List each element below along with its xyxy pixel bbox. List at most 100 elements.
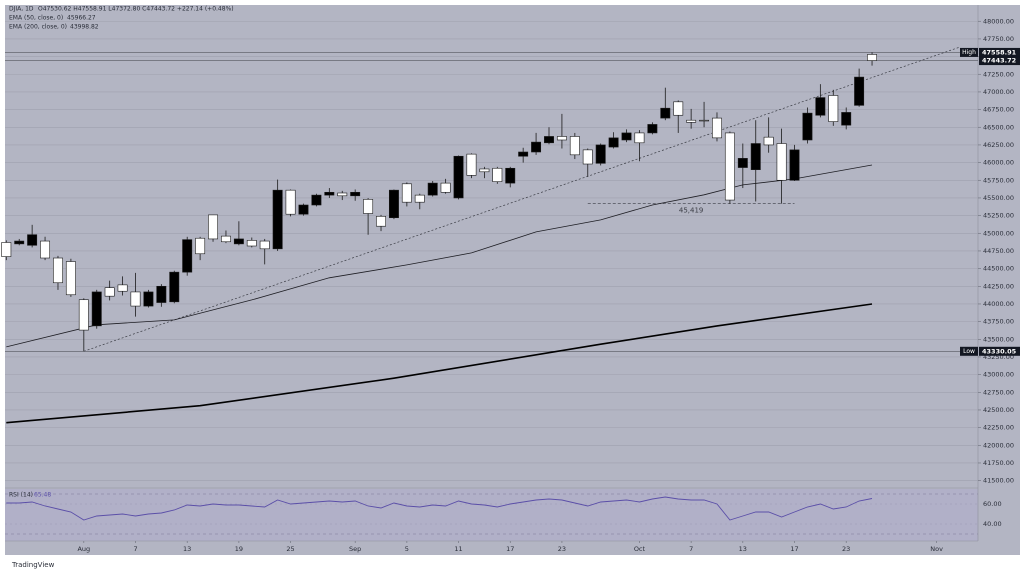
candle-body — [311, 194, 322, 206]
x-tick-label: Aug — [77, 545, 90, 553]
candle-body — [673, 101, 684, 116]
candle-body — [556, 136, 567, 141]
candle-body — [776, 143, 787, 181]
candle-body — [182, 239, 193, 273]
plot — [1, 46, 961, 521]
candle-body — [14, 240, 25, 245]
x-tick-label: 13 — [739, 545, 747, 553]
chart-background — [5, 5, 1020, 555]
candle-body — [582, 149, 593, 165]
candle-body — [750, 143, 761, 170]
candle-body — [763, 136, 774, 146]
legend-ema-value: 45966.27 — [67, 15, 96, 22]
rsi-line — [6, 496, 873, 521]
y-tick-label: 48000.00 — [983, 17, 1014, 25]
candle-body — [27, 234, 38, 246]
candle-body — [737, 158, 748, 168]
labels: 41500.00 41750.00 42000.00 42250.00 42500.00… — [77, 17, 1020, 553]
candle-body — [802, 112, 813, 141]
candle-body — [569, 136, 580, 156]
candle-body — [143, 291, 154, 307]
y-tick-label: 44250.00 — [983, 282, 1014, 290]
candle-body — [221, 235, 231, 243]
x-tick-label: Oct — [634, 545, 646, 553]
y-tick-label: 45750.00 — [983, 176, 1014, 184]
low-tag-text: Low — [963, 348, 975, 355]
candle-body — [169, 271, 180, 303]
candle-body — [479, 168, 490, 173]
candle-body — [246, 240, 257, 247]
candle-body — [324, 191, 335, 196]
candle-body — [285, 189, 296, 215]
candle-body — [53, 257, 63, 284]
y-tick-label: 45250.00 — [983, 212, 1014, 220]
candle-body — [337, 192, 348, 197]
candle-body — [828, 95, 839, 122]
x-tick-label: 23 — [558, 545, 566, 553]
x-tick-label: 17 — [790, 545, 798, 553]
high-tag — [960, 47, 978, 57]
y-tick-label: 43000.00 — [983, 371, 1014, 379]
candle-body — [466, 153, 477, 176]
y-tick-label: 42250.00 — [983, 424, 1014, 432]
x-tick-label: 23 — [842, 545, 850, 553]
rsi-pane — [5, 489, 978, 541]
y-tick-label: 43250.00 — [983, 353, 1014, 361]
candle-body — [841, 112, 852, 126]
rsi-tick-label: 60.00 — [983, 500, 1002, 508]
candle-body — [699, 119, 710, 122]
y-tick-label: 45000.00 — [983, 229, 1014, 237]
y-tick-label: 44000.00 — [983, 300, 1014, 308]
candle-body — [1, 242, 12, 257]
y-tick-label: 45500.00 — [983, 194, 1014, 202]
candle-body — [815, 97, 826, 116]
x-tick-label: 7 — [689, 545, 693, 553]
low-value: 43330.05 — [982, 347, 1017, 355]
y-tick-label: 44750.00 — [983, 247, 1014, 255]
legend-symbol: DJIA, 1D — [9, 6, 34, 13]
high-tag-text: High — [962, 49, 976, 56]
high-value: 47558.91 — [982, 48, 1017, 56]
candle-body — [117, 284, 128, 292]
y-tick-label: 42500.00 — [983, 406, 1014, 414]
brand: TradingView — [11, 561, 55, 569]
y-tick-label: 43750.00 — [983, 318, 1014, 326]
x-tick-label: Nov — [930, 545, 943, 553]
candle-body — [492, 167, 503, 182]
candle-body — [40, 240, 51, 259]
ema-line — [6, 303, 873, 424]
candle-body — [789, 149, 800, 181]
candle-body — [440, 182, 451, 193]
x-tick-label: 25 — [286, 545, 294, 553]
candle-body — [91, 291, 102, 327]
candle-body — [427, 182, 438, 196]
x-tick-label: 5 — [405, 545, 409, 553]
x-tick-label: 11 — [454, 545, 462, 553]
candle-body — [65, 261, 76, 296]
legend-quote: O47530.62 H47558.91 L47372.80 C47443.72 … — [38, 6, 234, 13]
annotation-label: 45,419 — [679, 207, 704, 215]
candle-body — [505, 167, 516, 184]
candle-body — [712, 117, 722, 139]
candle-body — [272, 189, 283, 250]
candle-body — [647, 124, 658, 134]
grid — [5, 20, 981, 543]
candle-body — [414, 194, 425, 203]
low-box — [979, 346, 1020, 356]
x-tick-label: 17 — [506, 545, 514, 553]
candle-body — [350, 191, 361, 197]
x-tick-label: Sep — [349, 545, 361, 553]
candle-body — [608, 137, 619, 148]
last-price-value: 47443.72 — [982, 57, 1016, 65]
legend-ema: EMA (200, close, 0) — [9, 24, 67, 31]
low-tag — [960, 346, 978, 356]
candle-body — [724, 132, 735, 201]
y-tick-label: 46500.00 — [983, 123, 1014, 131]
y-tick-label: 42750.00 — [983, 388, 1014, 396]
y-tick-label: 41750.00 — [983, 459, 1014, 467]
ema-line — [6, 164, 873, 348]
candle-body — [531, 141, 542, 153]
legend-ema: EMA (50, close, 0) — [9, 15, 63, 22]
candle-body — [595, 144, 606, 164]
